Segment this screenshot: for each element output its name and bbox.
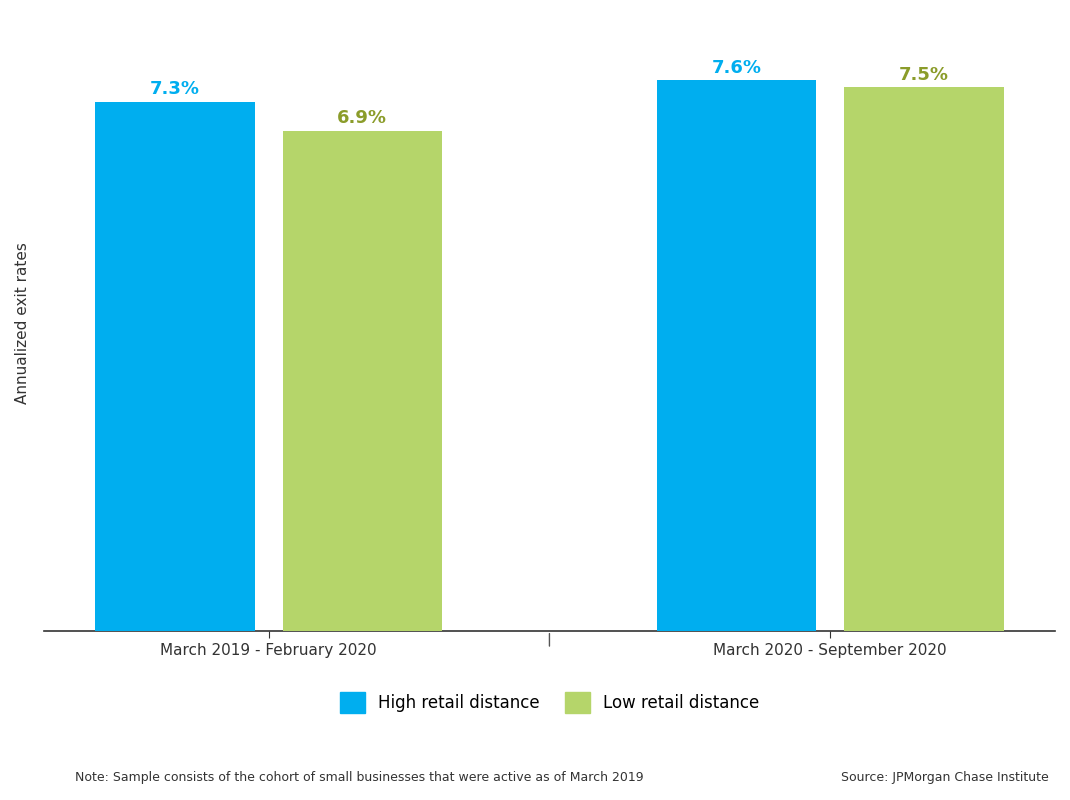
Text: Note: Sample consists of the cohort of small businesses that were active as of M: Note: Sample consists of the cohort of s…	[75, 771, 643, 784]
Bar	[282, 131, 442, 630]
Text: 6.9%: 6.9%	[337, 110, 387, 127]
Text: 7.5%: 7.5%	[899, 66, 949, 84]
Bar	[844, 87, 1004, 630]
Y-axis label: Annualized exit rates: Annualized exit rates	[15, 242, 30, 404]
Text: 7.3%: 7.3%	[150, 80, 200, 98]
Bar	[95, 102, 255, 630]
Legend: High retail distance, Low retail distance: High retail distance, Low retail distanc…	[332, 684, 767, 721]
Text: 7.6%: 7.6%	[712, 58, 762, 77]
Bar	[657, 80, 816, 630]
Text: Source: JPMorgan Chase Institute: Source: JPMorgan Chase Institute	[841, 771, 1049, 784]
